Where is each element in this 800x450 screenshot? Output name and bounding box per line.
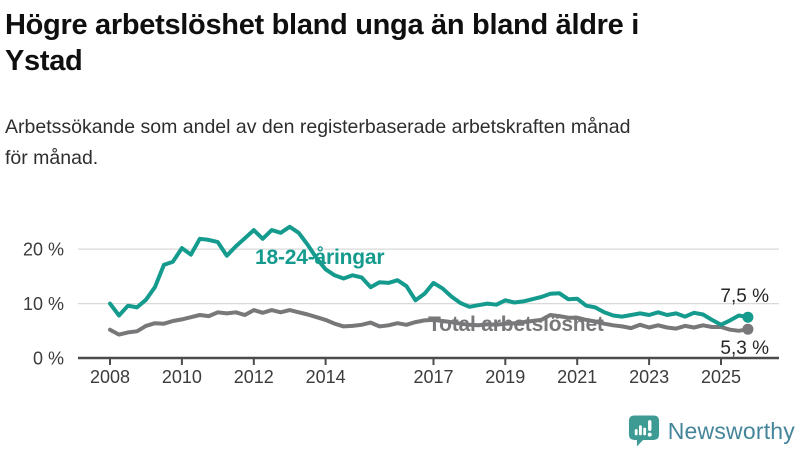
brand-footer[interactable]: Newsworthy [628, 412, 795, 450]
x-tick-label: 2017 [413, 367, 453, 387]
exclamation-glyph [647, 420, 652, 437]
x-tick-label: 2014 [306, 367, 346, 387]
end-value-total: 5,3 % [720, 338, 769, 359]
title-line-2: Ystad [5, 45, 83, 77]
x-axis [78, 356, 779, 365]
bar-chart-glyph [634, 425, 646, 436]
x-tick-label: 2012 [234, 367, 274, 387]
y-tick-label: 0 % [33, 349, 64, 369]
chart-subtitle: Arbetssökande som andel av den registerb… [5, 112, 785, 174]
newsworthy-logo-icon [628, 415, 659, 447]
series-line [108, 308, 750, 337]
x-tick-label: 2008 [90, 367, 130, 387]
end-value-youth: 7,5 % [720, 286, 769, 307]
x-tick-label: 2025 [701, 367, 741, 387]
x-tick-label: 2021 [557, 367, 597, 387]
x-tick-label: 2010 [162, 367, 202, 387]
title-line-1: Högre arbetslöshet bland unga än bland ä… [5, 9, 639, 41]
axis-tick-labels: 0 % 10 % 20 % 2008 2010 2012 2014 2017 2019 2021 2… [23, 240, 741, 387]
y-tick-label: 10 % [23, 294, 64, 314]
page-title: Högre arbetslöshet bland unga än bland ä… [5, 7, 785, 79]
chart-series [108, 224, 754, 337]
subtitle-line-1: Arbetssökande som andel av den registerb… [5, 116, 631, 138]
line-chart: 0 % 10 % 20 % 2008 2010 2012 2014 2017 2019 2021 2… [23, 224, 779, 387]
x-tick-label: 2023 [629, 367, 669, 387]
gridlines [78, 248, 779, 305]
x-tick-label: 2019 [485, 367, 525, 387]
brand-wordmark: Newsworthy [667, 417, 795, 444]
subtitle-line-2: för månad. [5, 147, 99, 169]
series-label-youth: 18-24-åringar [255, 246, 384, 269]
series-end-dot [742, 311, 754, 323]
y-tick-label: 20 % [23, 240, 64, 260]
series-line [108, 224, 750, 327]
series-label-total: Total arbetslöshet [428, 313, 604, 336]
series-end-dot [742, 323, 754, 335]
